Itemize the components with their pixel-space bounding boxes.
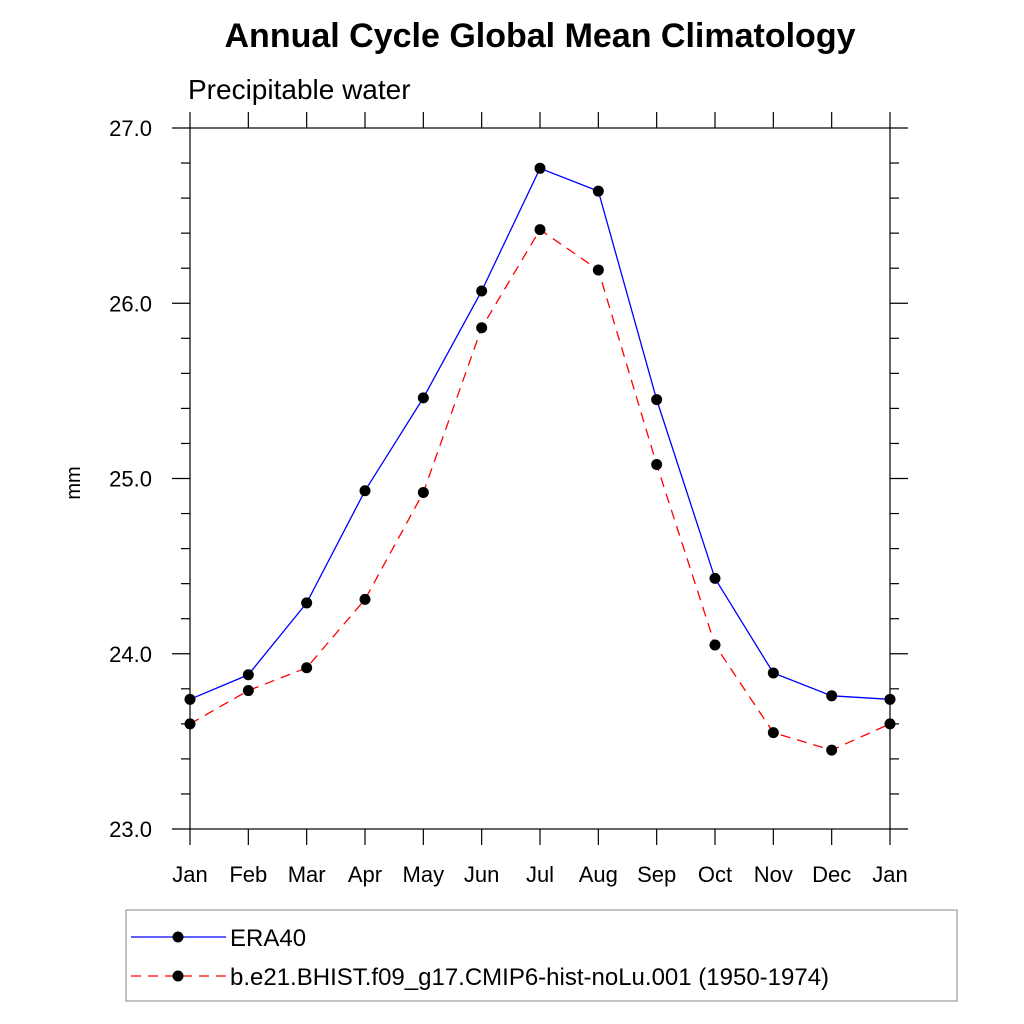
- data-point: [592, 185, 604, 197]
- legend-marker: [172, 970, 184, 982]
- x-tick-label: Feb: [229, 862, 267, 887]
- y-tick-label: 26.0: [109, 291, 152, 316]
- chart-title: Annual Cycle Global Mean Climatology: [225, 17, 856, 55]
- y-axis-ticks: 23.0 24.0 25.0 26.0 27.0: [109, 116, 908, 842]
- x-tick-label: May: [403, 862, 445, 887]
- legend: ERA40 b.e21.BHIST.f09_g17.CMIP6-hist-noLu…: [131, 925, 829, 991]
- x-tick-label: Jan: [172, 862, 207, 887]
- data-point: [184, 718, 196, 730]
- data-point: [301, 662, 313, 674]
- data-point: [534, 224, 546, 236]
- data-point: [242, 669, 254, 681]
- data-point: [826, 690, 838, 702]
- x-tick-label: Mar: [288, 862, 326, 887]
- data-point: [826, 744, 838, 756]
- chart-subtitle: Precipitable water: [188, 74, 411, 105]
- x-tick-label: Jul: [526, 862, 554, 887]
- x-tick-label: Apr: [348, 862, 382, 887]
- data-point: [301, 597, 313, 609]
- series-2: [184, 224, 896, 756]
- x-tick-label: Oct: [698, 862, 732, 887]
- data-point: [476, 322, 488, 334]
- legend-marker: [172, 931, 184, 943]
- data-point: [184, 693, 196, 705]
- data-point: [242, 685, 254, 697]
- x-axis-ticks: Jan Feb Mar Apr May Jun Jul Aug Sep Oct Nov Dec Jan: [172, 112, 908, 887]
- y-axis-label: mm: [63, 466, 85, 499]
- x-tick-label: Sep: [637, 862, 676, 887]
- data-point: [417, 392, 429, 404]
- legend-box: [125, 909, 958, 1002]
- data-point: [534, 162, 546, 174]
- data-point: [767, 667, 779, 679]
- data-point: [592, 264, 604, 276]
- series-line: [189, 228, 891, 751]
- legend-label: b.e21.BHIST.f09_g17.CMIP6-hist-noLu.001 …: [230, 964, 829, 991]
- data-point: [884, 693, 896, 705]
- data-point: [709, 572, 721, 584]
- x-tick-label: Dec: [812, 862, 851, 887]
- data-point: [709, 639, 721, 651]
- data-point: [476, 285, 488, 297]
- data-point: [651, 394, 663, 406]
- y-tick-label: 23.0: [109, 817, 152, 842]
- data-point: [651, 458, 663, 470]
- series-layer: [184, 162, 896, 756]
- series-1: [184, 162, 896, 705]
- legend-label: ERA40: [230, 925, 306, 952]
- series-line: [189, 167, 891, 700]
- data-point: [359, 593, 371, 605]
- data-point: [767, 727, 779, 739]
- y-tick-label: 27.0: [109, 116, 152, 141]
- x-tick-label: Jan: [872, 862, 907, 887]
- data-point: [359, 485, 371, 497]
- x-tick-label: Aug: [579, 862, 618, 887]
- x-tick-label: Nov: [754, 862, 793, 887]
- y-tick-label: 24.0: [109, 642, 152, 667]
- data-point: [417, 487, 429, 499]
- y-tick-label: 25.0: [109, 467, 152, 492]
- x-tick-label: Jun: [464, 862, 499, 887]
- data-point: [884, 718, 896, 730]
